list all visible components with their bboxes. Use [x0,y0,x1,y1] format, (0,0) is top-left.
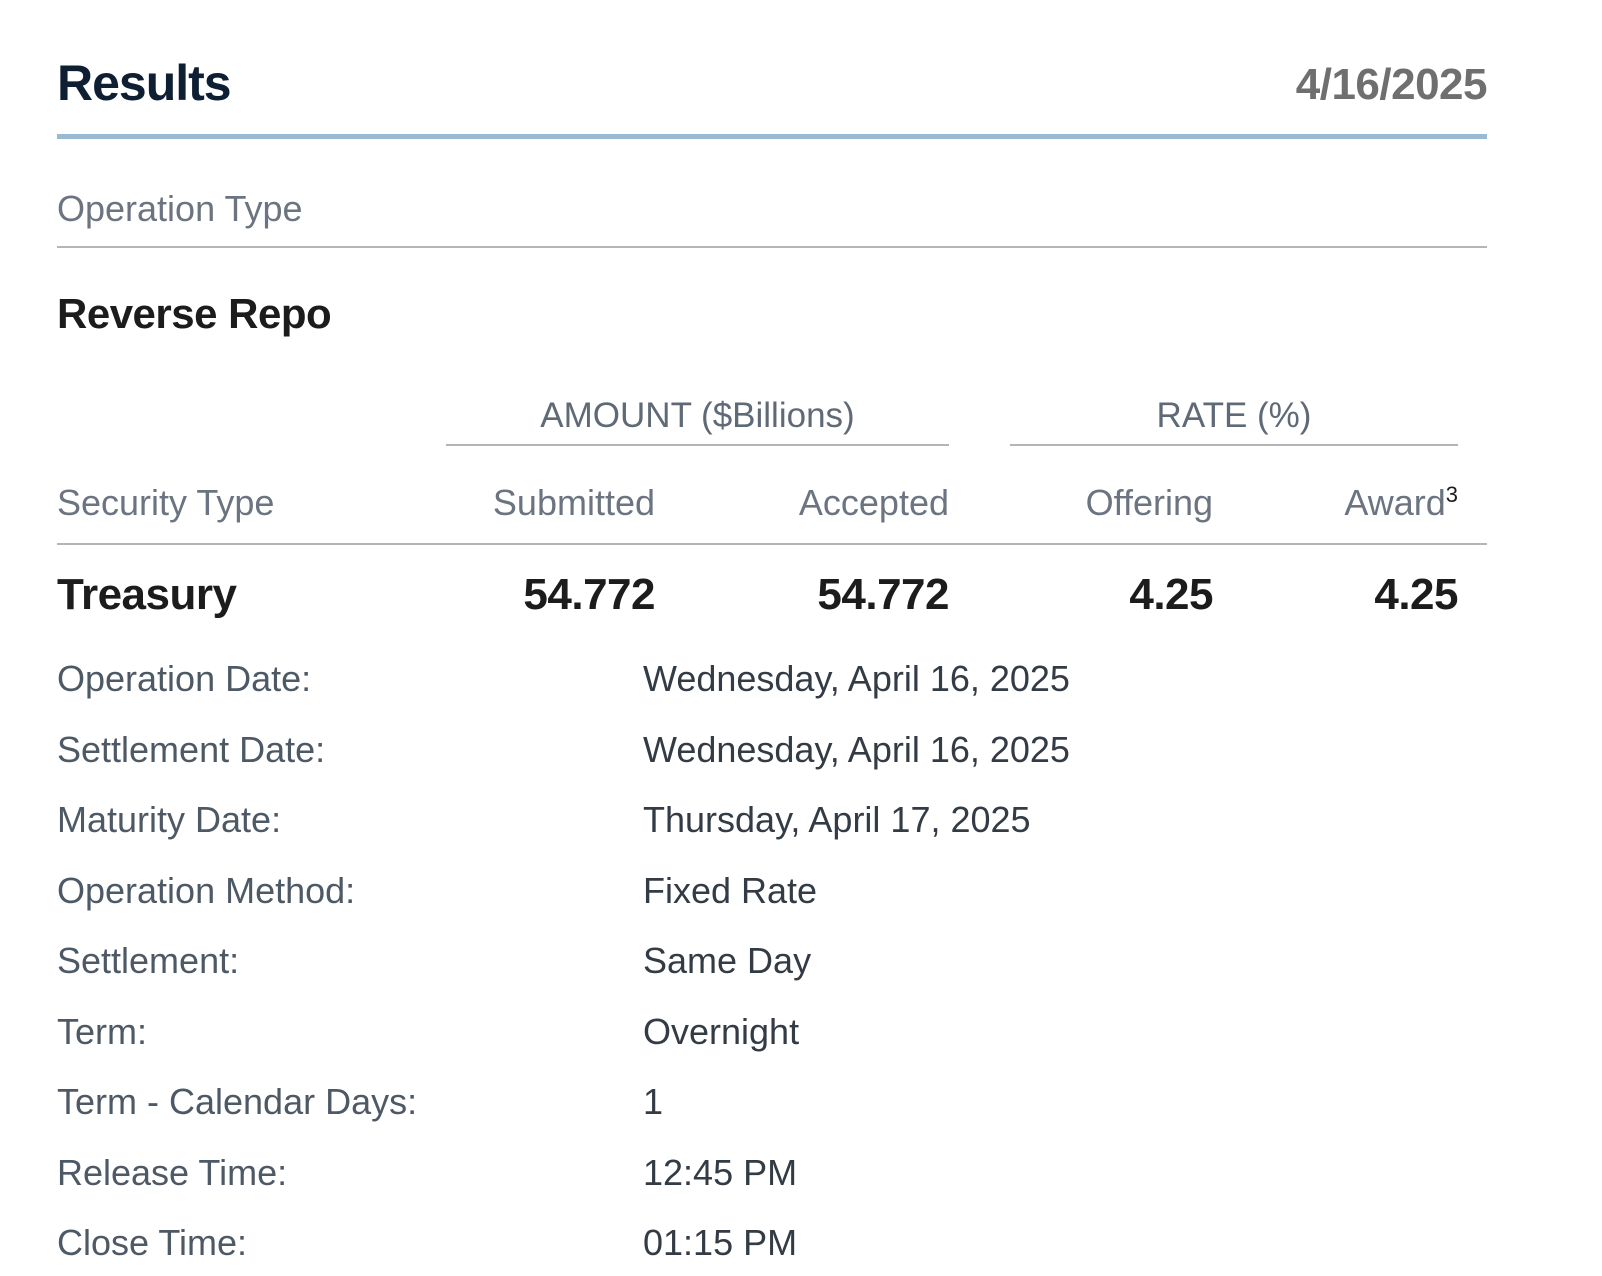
detail-label-release-time: Release Time: [57,1152,288,1193]
col-header-accepted: Accepted [798,482,949,523]
results-date: 4/16/2025 [1295,60,1488,109]
table-row-offering: 4.25 [1129,570,1213,619]
operation-type-label: Operation Type [57,188,303,229]
table-row-security-type: Treasury [57,570,237,619]
detail-value-term-calendar-days: 1 [643,1081,664,1122]
detail-value-release-time: 12:45 PM [643,1152,798,1193]
detail-value-term: Overnight [643,1011,800,1052]
detail-label-operation-date: Operation Date: [57,658,312,699]
detail-value-operation-method: Fixed Rate [643,870,818,911]
table-row-accepted: 54.772 [817,570,949,619]
col-header-award-label: Award [1344,482,1446,523]
table-header-divider [57,543,1487,545]
col-header-submitted: Submitted [492,482,655,523]
detail-label-term-calendar-days: Term - Calendar Days: [57,1081,418,1122]
detail-value-close-time: 01:15 PM [643,1222,798,1263]
detail-value-settlement-date: Wednesday, April 16, 2025 [643,729,1070,770]
detail-value-settlement: Same Day [643,940,812,981]
col-header-security-type: Security Type [57,482,275,523]
amount-group-header: AMOUNT ($Billions) [540,396,855,435]
detail-label-operation-method: Operation Method: [57,870,356,911]
detail-label-maturity-date: Maturity Date: [57,799,282,840]
operation-type-value: Reverse Repo [57,290,332,337]
table-row-award: 4.25 [1374,570,1458,619]
detail-value-maturity-date: Thursday, April 17, 2025 [643,799,1031,840]
col-header-award: Award3 [1344,482,1458,524]
award-footnote-marker: 3 [1445,482,1458,507]
detail-label-term: Term: [57,1011,147,1052]
detail-value-operation-date: Wednesday, April 16, 2025 [643,658,1070,699]
rate-group-rule [1010,444,1458,446]
rate-group-header: RATE (%) [1156,396,1312,435]
detail-label-settlement: Settlement: [57,940,240,981]
col-header-offering: Offering [1085,482,1213,523]
detail-label-close-time: Close Time: [57,1222,248,1263]
operation-type-divider [57,246,1487,248]
detail-label-settlement-date: Settlement Date: [57,729,326,770]
table-row-submitted: 54.772 [523,570,655,619]
amount-group-rule [446,444,949,446]
header-divider [57,134,1487,139]
page-title: Results [57,55,232,111]
